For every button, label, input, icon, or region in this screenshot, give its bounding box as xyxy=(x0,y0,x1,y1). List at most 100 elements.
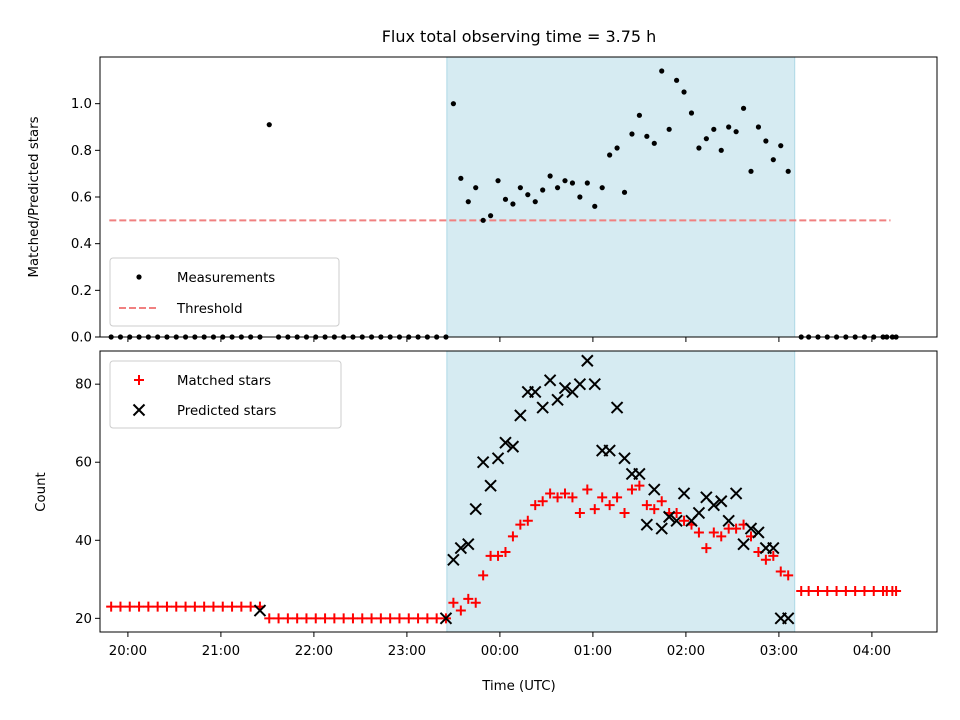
measurement-point xyxy=(644,133,650,139)
predicted-star-point xyxy=(536,401,549,414)
measurement-point xyxy=(696,145,702,151)
predicted-star-point xyxy=(484,479,497,492)
matched-star-point xyxy=(493,550,504,561)
matched-star-point xyxy=(115,601,126,612)
predicted-star-point xyxy=(469,502,482,516)
matched-star-point xyxy=(152,601,163,612)
matched-star-point xyxy=(891,586,902,597)
matched-star-point xyxy=(574,507,585,518)
measurement-point xyxy=(502,196,509,202)
measurement-point xyxy=(599,185,605,191)
legend-matched-label: Matched stars xyxy=(177,374,271,389)
matched-star-point xyxy=(693,527,704,538)
top-y-tick-label: 0.4 xyxy=(71,237,92,252)
bottom-y-tick-label: 80 xyxy=(75,378,92,393)
matched-star-point xyxy=(245,601,256,612)
matched-star-point xyxy=(537,496,548,507)
matched-star-point xyxy=(831,586,842,597)
predicted-star-point xyxy=(737,537,750,551)
predicted-star-point xyxy=(454,541,468,555)
measurement-point xyxy=(755,124,762,130)
top-y-tick-label: 0.2 xyxy=(71,284,92,299)
matched-star-point xyxy=(478,570,489,581)
predicted-star-point xyxy=(610,401,624,414)
matched-star-point xyxy=(582,484,593,495)
matched-star-point xyxy=(716,531,727,542)
matched-star-point xyxy=(273,613,284,624)
matched-star-point xyxy=(422,613,433,624)
matched-star-point xyxy=(552,492,563,503)
matched-star-point xyxy=(236,601,247,612)
matched-star-point xyxy=(656,496,667,507)
x-axis-label: Time (UTC) xyxy=(481,679,556,694)
predicted-star-point xyxy=(707,498,721,512)
matched-star-point xyxy=(701,543,712,554)
bottom-x-tick-label: 02:00 xyxy=(667,644,705,659)
bottom-y-axis-label: Count xyxy=(34,472,49,512)
matched-star-point xyxy=(626,484,637,495)
matched-star-point xyxy=(731,523,742,534)
bottom-axes: 20 40 60 80 20:00 21:00 22:00 23:00 00:00 01:00 02… xyxy=(75,350,938,659)
matched-star-point xyxy=(394,613,405,624)
top-legend-box xyxy=(109,257,340,327)
measurement-point xyxy=(740,105,747,111)
matched-star-point xyxy=(217,601,228,612)
predicted-star-point xyxy=(551,393,564,406)
measurement-point xyxy=(592,203,598,209)
measurement-point xyxy=(718,147,724,153)
predicted-star-point xyxy=(677,487,691,500)
legend-matched-marker xyxy=(134,375,144,385)
matched-star-point xyxy=(180,601,191,612)
matched-star-point xyxy=(375,613,386,624)
matched-star-point xyxy=(463,593,474,604)
predicted-star-point xyxy=(573,377,587,391)
matched-star-point xyxy=(143,601,154,612)
measurement-point xyxy=(266,122,272,128)
matched-star-point xyxy=(775,566,786,577)
measurement-point xyxy=(540,187,546,193)
bottom-x-tick-label: 03:00 xyxy=(760,644,798,659)
predicted-star-point xyxy=(662,510,676,524)
matched-star-point xyxy=(189,601,200,612)
matched-star-point xyxy=(522,515,533,526)
measurement-point xyxy=(517,185,523,191)
matched-star-point xyxy=(708,527,719,538)
measurement-point xyxy=(577,194,583,200)
matched-star-point xyxy=(106,601,117,612)
matched-star-point xyxy=(507,531,518,542)
matched-star-point xyxy=(455,605,466,616)
matched-star-point xyxy=(641,500,652,511)
matched-star-point xyxy=(634,480,645,491)
matched-star-point xyxy=(227,601,238,612)
predicted-star-point xyxy=(767,541,780,555)
bottom-legend: Matched stars Predicted stars xyxy=(109,360,342,429)
matched-star-point xyxy=(530,500,541,511)
measurement-point xyxy=(554,185,561,191)
matched-star-point xyxy=(470,597,481,608)
predicted-star-point xyxy=(558,381,572,395)
bottom-x-tick-label: 04:00 xyxy=(853,644,891,659)
measurement-point xyxy=(651,140,657,146)
measurement-point xyxy=(488,213,494,219)
matched-star-point xyxy=(783,570,794,581)
top-shaded-region xyxy=(446,56,796,338)
matched-star-point xyxy=(545,488,556,499)
matched-star-point xyxy=(448,597,459,608)
matched-star-point xyxy=(320,613,331,624)
matched-star-point xyxy=(859,586,870,597)
measurement-point xyxy=(726,124,732,130)
predicted-star-point xyxy=(752,526,765,539)
matched-star-point xyxy=(282,613,293,624)
bottom-x-tick-label: 22:00 xyxy=(295,644,333,659)
predicted-star-point xyxy=(514,409,527,422)
matched-star-point xyxy=(199,601,210,612)
matched-star-point xyxy=(134,601,145,612)
measurement-point xyxy=(562,178,568,184)
top-y-tick-label: 0.6 xyxy=(71,191,92,206)
measurement-point xyxy=(703,136,709,142)
matched-star-point xyxy=(310,613,321,624)
measurement-point xyxy=(584,180,590,186)
predicted-star-point xyxy=(692,506,706,520)
bottom-x-tick-label: 21:00 xyxy=(202,644,240,659)
matched-star-point xyxy=(292,613,303,624)
